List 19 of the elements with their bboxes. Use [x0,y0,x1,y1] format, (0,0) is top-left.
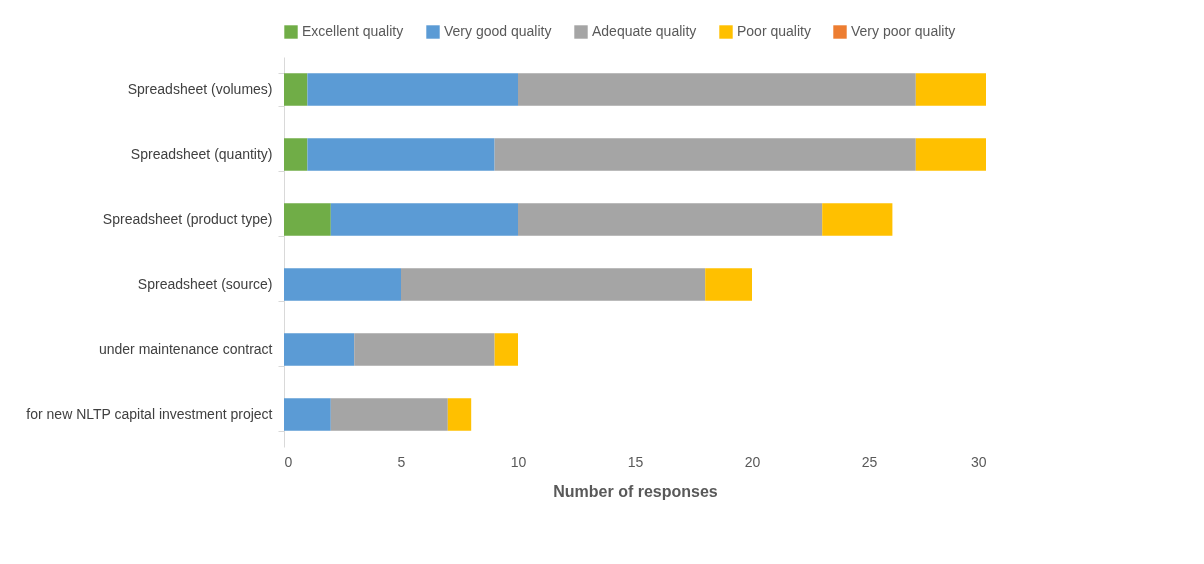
legend-label: Poor quality [737,23,811,39]
legend-label: Very good quality [444,23,552,39]
x-tick-label: 10 [510,453,527,470]
legend-label: Very poor quality [851,23,956,39]
y-tick-label: for new NLTP capital investment project [26,406,273,422]
y-tick-label: Spreadsheet (volumes) [127,81,273,97]
legend-label: Excellent quality [302,23,404,39]
x-tick-label: 5 [397,453,406,470]
x-tick-label: 25 [861,453,878,470]
legend-label: Adequate quality [592,23,697,39]
x-tick-label: 0 [284,453,293,470]
x-axis-title: Number of responses [553,482,718,500]
y-tick-label: Spreadsheet (quantity) [130,146,273,162]
x-tick-label: 30 [970,453,987,470]
y-tick-label: Spreadsheet (source) [137,276,273,292]
x-tick-label: 15 [627,453,644,470]
y-tick-label: under maintenance contract [98,341,273,357]
y-tick-label: Spreadsheet (product type) [102,211,273,227]
x-tick-label: 20 [744,453,761,470]
